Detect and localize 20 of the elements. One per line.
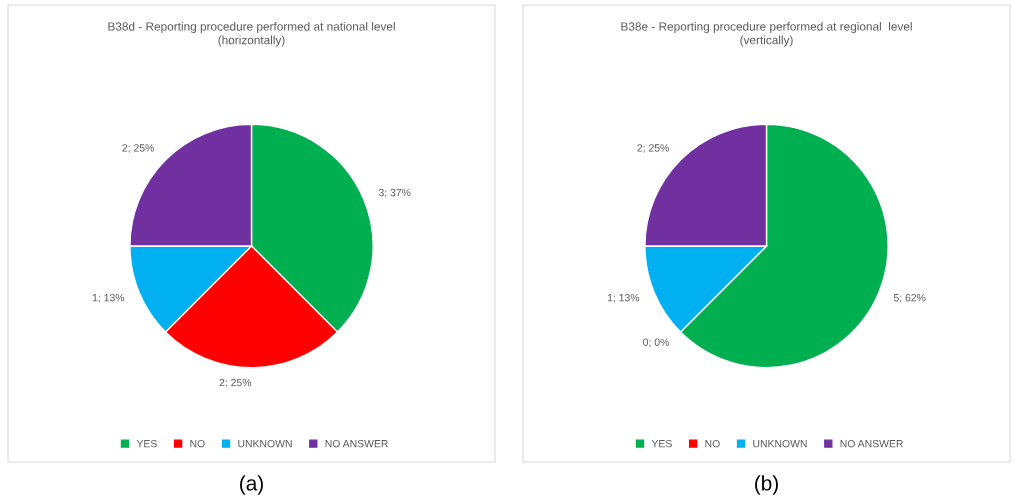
data-label: 1; 13% <box>92 294 125 303</box>
text: (b) <box>755 475 778 495</box>
data-label: 2; 25% <box>219 378 252 388</box>
data-label: 2; 25% <box>122 144 154 153</box>
legend-label: YES <box>651 439 672 448</box>
chart-title: B38d - Reporting procedure performed at national level (horizontally) <box>108 22 395 47</box>
legend-label: UNKNOWN <box>753 439 807 448</box>
data-label: 1; 13% <box>607 294 640 303</box>
legend-label: YES <box>136 439 157 448</box>
legend-label: UNKNOWN <box>238 439 292 448</box>
text: (a) <box>240 475 263 495</box>
legend-label: NO <box>190 439 205 448</box>
data-label: 2; 25% <box>637 144 669 153</box>
legend-label: NO <box>705 439 720 448</box>
data-label: 5; 62% <box>893 294 926 303</box>
legend-label: NO ANSWER <box>325 439 388 448</box>
legend-label: NO ANSWER <box>840 439 903 448</box>
text: 0; 0% <box>643 338 669 348</box>
chart-title: B38e - Reporting procedure performed at regional level (vertically) <box>621 22 912 47</box>
data-label: 3; 37% <box>378 188 411 198</box>
